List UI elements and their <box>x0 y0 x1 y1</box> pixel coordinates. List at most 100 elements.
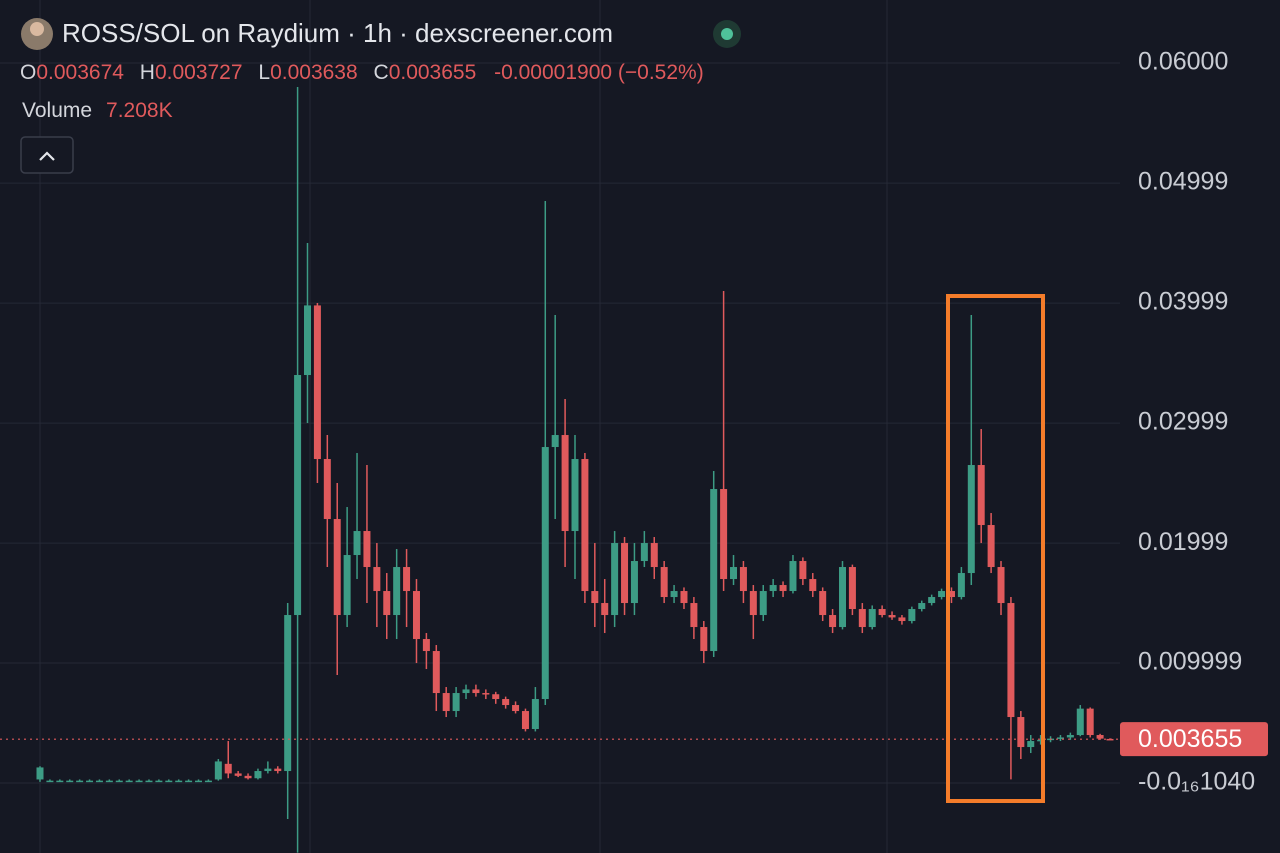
candle-body <box>294 375 302 616</box>
candle-body <box>690 603 698 628</box>
candle-body <box>393 567 401 616</box>
candle-body <box>155 780 163 783</box>
candle-body <box>502 699 510 706</box>
candle-body <box>640 543 648 562</box>
collapse-button[interactable] <box>20 136 74 174</box>
y-tick-label: 0.03999 <box>1138 288 1228 316</box>
candle-body <box>868 609 876 628</box>
candle-body <box>264 768 272 772</box>
highlight-box <box>946 294 1045 803</box>
candle-body <box>581 459 589 592</box>
candle-body <box>373 567 381 592</box>
candle-body <box>611 543 619 616</box>
candle-body <box>829 615 837 628</box>
candle-body <box>947 591 955 598</box>
candle-body <box>799 561 807 580</box>
candle-body <box>1076 708 1084 736</box>
candle-body <box>957 573 965 598</box>
volume-legend: Volume 7.208K <box>22 99 173 122</box>
candle-body <box>512 705 520 712</box>
candle-body <box>521 711 529 730</box>
candle-body <box>422 639 430 652</box>
candle-body <box>482 693 490 695</box>
candle-body <box>918 603 926 610</box>
candle-body <box>809 579 817 592</box>
candle-body <box>680 591 688 604</box>
volume-label: Volume <box>22 99 92 122</box>
candle-body <box>1096 735 1104 739</box>
candle-body <box>1007 603 1015 718</box>
candle-body <box>125 780 133 783</box>
candle-body <box>660 567 668 598</box>
low-value: 0.003638 <box>270 61 358 84</box>
candle-body <box>145 780 153 783</box>
y-tick-label: 0.02999 <box>1138 408 1228 436</box>
candle-body <box>323 459 331 520</box>
status-dot <box>721 28 733 40</box>
candle-body <box>432 651 440 694</box>
ohlc-legend: O0.003674 H0.003727 L0.003638 C0.003655 … <box>20 61 704 84</box>
candle-body <box>789 561 797 592</box>
candle-body <box>135 780 143 783</box>
candle-body <box>412 591 420 640</box>
candle-body <box>938 591 946 598</box>
candle-body <box>36 767 44 780</box>
candle-body <box>769 585 777 592</box>
candle-body <box>720 489 728 580</box>
candle-body <box>591 591 599 604</box>
candle-body <box>195 780 203 783</box>
open-label: O <box>20 61 36 84</box>
collapse-button-frame[interactable] <box>20 136 74 174</box>
candle-body <box>630 561 638 604</box>
candle-body <box>670 591 678 598</box>
high-value: 0.003727 <box>155 61 243 84</box>
candle-body <box>928 597 936 604</box>
candle-body <box>214 761 222 780</box>
y-tick-label: 0.009999 <box>1138 648 1242 676</box>
candle-body <box>749 591 757 616</box>
open-value: 0.003674 <box>36 61 124 84</box>
y-tick-label: 0.01999 <box>1138 528 1228 556</box>
candle-body <box>234 773 242 776</box>
candle-body <box>700 627 708 652</box>
candle-body <box>304 305 311 376</box>
candle-body <box>165 780 173 783</box>
candle-body <box>472 689 480 694</box>
candle-body <box>977 465 985 526</box>
candle-body <box>284 615 292 772</box>
candle-body <box>442 693 450 712</box>
change-value: -0.00001900 (−0.52%) <box>494 61 704 84</box>
candle-body <box>1017 717 1025 748</box>
candle-body <box>848 567 856 610</box>
candle-body <box>76 780 84 783</box>
candle-body <box>1066 735 1074 738</box>
y-tick-label: 0.06000 <box>1138 48 1228 76</box>
low-label: L <box>258 61 270 84</box>
candle-body <box>551 435 559 448</box>
candle-body <box>888 615 896 618</box>
y-tick-label: 0.04999 <box>1138 168 1228 196</box>
last-price-label: 0.003655 <box>1138 725 1242 753</box>
candle-body <box>621 543 629 604</box>
last-price-tag <box>1120 722 1268 757</box>
candle-body <box>997 567 1005 604</box>
candle-body <box>858 609 866 628</box>
candle-body <box>908 609 916 622</box>
collapse-icon[interactable] <box>39 151 55 161</box>
candle-body <box>779 585 787 592</box>
avatar-face <box>30 22 44 36</box>
candle-body <box>492 694 500 700</box>
candle-body <box>343 555 351 616</box>
candle-body <box>185 780 193 783</box>
candle-body <box>987 525 995 568</box>
candle-body <box>105 780 113 783</box>
candle-body <box>383 591 391 616</box>
candle-body <box>115 780 123 783</box>
candle-body <box>175 780 183 783</box>
candle-body <box>1027 741 1035 748</box>
volume-value: 7.208K <box>106 99 173 122</box>
candle-body <box>363 531 371 568</box>
